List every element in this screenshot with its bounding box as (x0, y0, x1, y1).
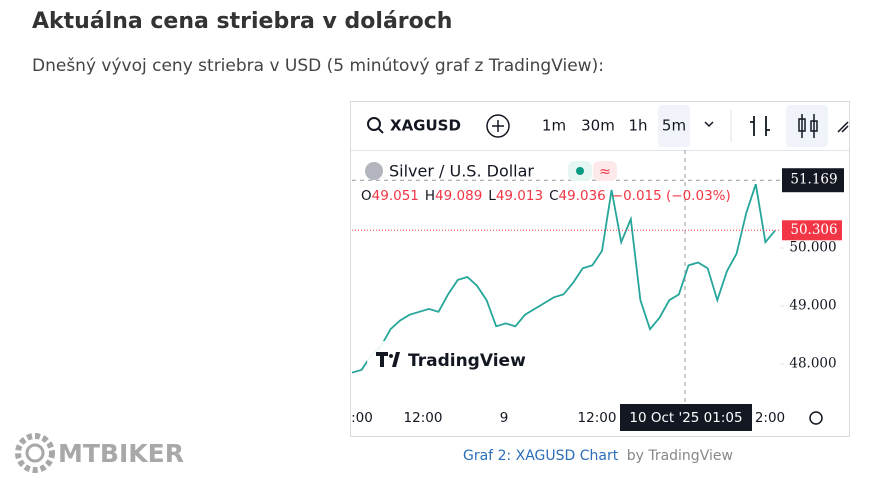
add-symbol[interactable] (486, 114, 510, 138)
watermark: TradingView (408, 351, 526, 371)
crosshair-time-label: 10 Oct '25 01:05 (629, 410, 742, 426)
ohlc-line: O49.051 H49.089 L49.013 C49.036 −0.015 (−0.0… (361, 188, 731, 204)
ohlc-label: H (425, 188, 435, 204)
candles-icon (798, 114, 818, 138)
search-icon[interactable] (367, 117, 381, 131)
interval-button[interactable]: 30m (581, 117, 615, 135)
delay-badge: ≈ (599, 164, 611, 180)
y-tick-label: 49.000 (789, 298, 836, 314)
crosshair-price-tag (782, 168, 844, 193)
x-tick-label: 12:00 (578, 410, 617, 426)
interval-active-bg (658, 105, 690, 147)
ohlc-label: C (549, 188, 558, 204)
caption-suffix: by TradingView (627, 448, 733, 464)
ohlc-value: 49.036 (559, 188, 606, 204)
delay-badge-bg (593, 161, 617, 181)
brand-gear-hub (25, 443, 45, 463)
interval-button[interactable]: 1m (542, 117, 566, 135)
last-price-label: 50.306 (790, 222, 837, 238)
caption: Graf 2: XAGUSD Chart by TradingView (463, 448, 733, 464)
search-icon-handle (377, 127, 384, 134)
candles-button-bg[interactable] (786, 105, 828, 147)
x-tick-label: 2:00 (755, 410, 785, 426)
y-tick-label: 48.000 (789, 356, 836, 372)
brand[interactable]: MTBIKER (58, 439, 184, 468)
settings-icon[interactable] (809, 411, 823, 425)
price-line (351, 183, 776, 374)
last-price-tag (782, 220, 842, 241)
add-symbol-plus (492, 120, 504, 132)
x-tick-label: 9 (500, 410, 509, 426)
page-title: Aktuálna cena striebra v dolároch (32, 9, 452, 34)
y-tick-label: 50.000 (789, 240, 836, 256)
brand-gear (15, 433, 55, 473)
ohlc-change: −0.015 (−0.03%) (612, 188, 731, 204)
ohlc-label: O (361, 188, 372, 204)
legend-title: Silver / U.S. Dollar (389, 162, 534, 181)
caption-link[interactable]: Graf 2: XAGUSD Chart (463, 448, 619, 464)
ohlc-value: 49.013 (496, 188, 543, 204)
interval-menu[interactable] (704, 121, 714, 128)
market-status-dot (576, 167, 584, 175)
crosshair-price-label: 51.169 (790, 172, 837, 188)
watermark-logo (376, 352, 400, 367)
interval-button[interactable]: 1h (628, 117, 647, 135)
bars-icon[interactable] (750, 116, 770, 136)
watermark-bg (367, 341, 526, 379)
ohlc-value: 49.089 (435, 188, 482, 204)
widget-frame (350, 101, 850, 437)
crosshair-time-tag (620, 404, 752, 431)
x-tick-label: 12:00 (404, 410, 443, 426)
ohlc-value: 49.051 (372, 188, 419, 204)
x-tick-label: :00 (351, 410, 373, 426)
page-subtitle: Dnešný vývoj ceny striebra v USD (5 minú… (32, 56, 604, 76)
symbol-logo (365, 162, 383, 180)
ohlc-label: L (488, 188, 496, 204)
symbol[interactable]: XAGUSD (390, 117, 461, 135)
draw-icon[interactable] (837, 121, 849, 133)
interval-button[interactable]: 5m (662, 117, 686, 135)
